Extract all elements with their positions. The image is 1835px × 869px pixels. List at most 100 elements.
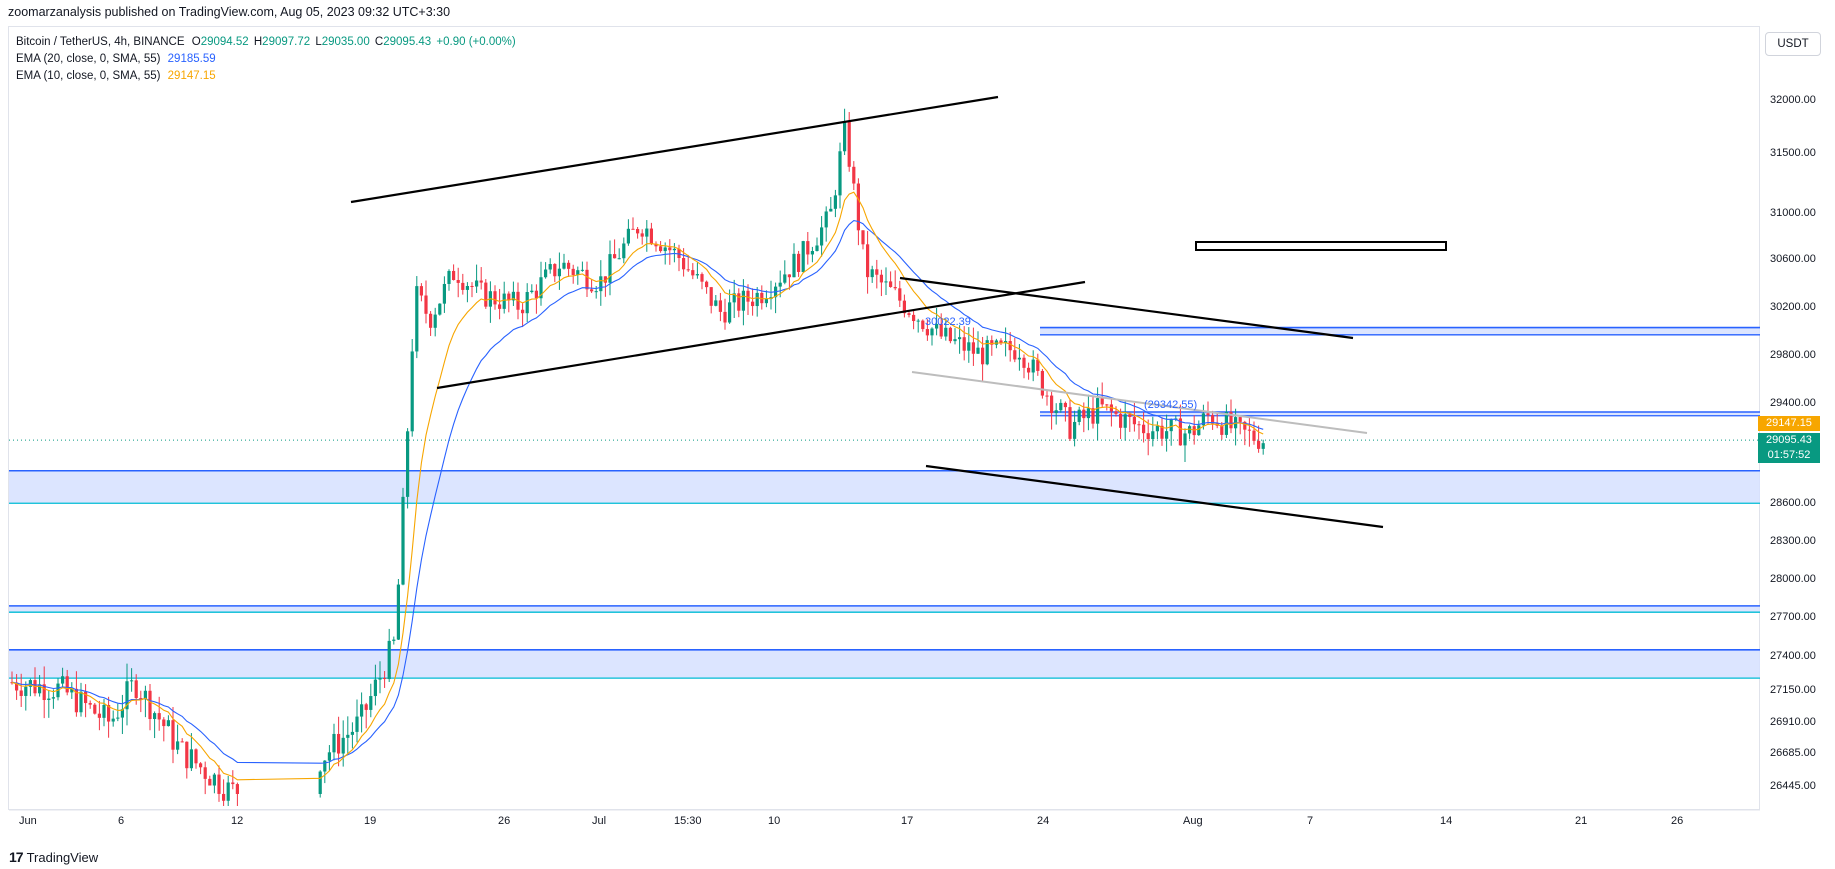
candle-body [74, 688, 78, 713]
candle-body [65, 676, 69, 693]
candle-body [1063, 402, 1067, 408]
candle-body [1188, 426, 1192, 434]
candle-body [1257, 440, 1261, 449]
candle-body [116, 717, 120, 719]
x-tick-label: 7 [1307, 815, 1313, 827]
candle-body [120, 709, 124, 718]
legend: Bitcoin / TetherUS, 4h, BINANCE O29094.5… [16, 34, 516, 85]
candle-body [751, 301, 755, 307]
candle-body [1077, 409, 1081, 422]
candle-body [125, 681, 129, 710]
candle-body [226, 782, 230, 801]
candle-body [176, 741, 180, 750]
candle-body [231, 782, 235, 785]
x-tick-label: 24 [1037, 815, 1049, 827]
candle-body [654, 243, 658, 247]
candle-body [180, 741, 184, 743]
candle-body [879, 274, 883, 283]
candle-body [755, 292, 759, 307]
tv-brand: TradingView [26, 849, 99, 865]
zone-rect [1040, 327, 1760, 335]
ema10-row[interactable]: EMA (10, close, 0, SMA, 55) 29147.15 [16, 68, 516, 85]
currency-button[interactable]: USDT [1765, 32, 1821, 56]
y-tick-label: 28000.00 [1770, 573, 1816, 585]
candle-body [235, 784, 239, 794]
candle-body [539, 277, 543, 299]
candle-body [548, 264, 552, 270]
candle-body [640, 233, 644, 237]
candle-body [134, 680, 138, 699]
candle-body [433, 314, 437, 328]
candle-body [1040, 370, 1044, 396]
candle-body [507, 293, 511, 301]
candle-body [1247, 429, 1251, 431]
candle-body [1243, 421, 1247, 430]
candle-body [617, 258, 621, 260]
candle-body [1160, 425, 1164, 439]
candle-body [84, 691, 88, 704]
candle-body [1073, 421, 1077, 439]
tradingview-logo[interactable]: 17 TradingView [9, 849, 98, 865]
candle-body [189, 749, 193, 769]
candle-body [1229, 412, 1233, 429]
candle-body [691, 270, 695, 276]
y-tick-label: 26910.00 [1770, 716, 1816, 728]
candle-body [194, 749, 198, 764]
candle-body [217, 774, 221, 794]
candle-body [199, 763, 203, 768]
candle-body [912, 314, 916, 322]
candle-body [613, 254, 617, 259]
candle-body [38, 684, 42, 694]
candle-body [1183, 433, 1187, 446]
trendline [899, 276, 1354, 340]
candle-body [797, 253, 801, 272]
candle-body [682, 258, 686, 270]
candle-body [1155, 425, 1159, 432]
candle-body [111, 718, 115, 722]
x-tick-label: 12 [231, 815, 243, 827]
candle-body [567, 262, 571, 269]
candle-body [870, 269, 874, 278]
candle-body [383, 678, 387, 680]
candle-body [709, 287, 713, 306]
countdown-tag: 01:57:52 [1758, 448, 1820, 463]
symbol-row[interactable]: Bitcoin / TetherUS, 4h, BINANCE O29094.5… [16, 34, 516, 51]
candle-body [553, 264, 557, 277]
candle-body [815, 245, 819, 251]
ema10-value: 29147.15 [167, 70, 216, 82]
candle-body [580, 269, 584, 271]
x-tick-label: 26 [1671, 815, 1683, 827]
candle-body [562, 262, 566, 269]
candle-body [406, 431, 410, 497]
candle-body [576, 270, 580, 275]
candle-body [1238, 417, 1242, 422]
x-tick-label: 15:30 [674, 815, 702, 827]
candle-body [843, 122, 847, 152]
level-label-a: 30022.39 [925, 316, 971, 328]
candle-body [603, 276, 607, 283]
candle-body [1132, 416, 1136, 425]
close-value: 29095.43 [383, 36, 432, 48]
ema20-row[interactable]: EMA (20, close, 0, SMA, 55) 29185.59 [16, 51, 516, 68]
candle-body [484, 282, 488, 307]
candle-body [778, 282, 782, 287]
candle-body [1045, 395, 1049, 397]
ema20-line [11, 220, 1264, 764]
candle-body [1017, 357, 1021, 360]
candle-body [1142, 424, 1146, 434]
candle-body [166, 720, 170, 727]
x-tick-label: Aug [1183, 815, 1203, 827]
candle-body [925, 329, 929, 336]
candle-body [737, 293, 741, 311]
candle-body [935, 323, 939, 329]
candle-body [728, 302, 732, 323]
candle-body [866, 244, 870, 278]
candle-body [760, 292, 764, 304]
candle-body [387, 640, 391, 680]
candle-body [19, 690, 23, 696]
ema20-value: 29185.59 [167, 53, 216, 65]
x-tick-label: Jul [592, 815, 606, 827]
y-tick-label: 31000.00 [1770, 207, 1816, 219]
candle-body [24, 686, 28, 696]
